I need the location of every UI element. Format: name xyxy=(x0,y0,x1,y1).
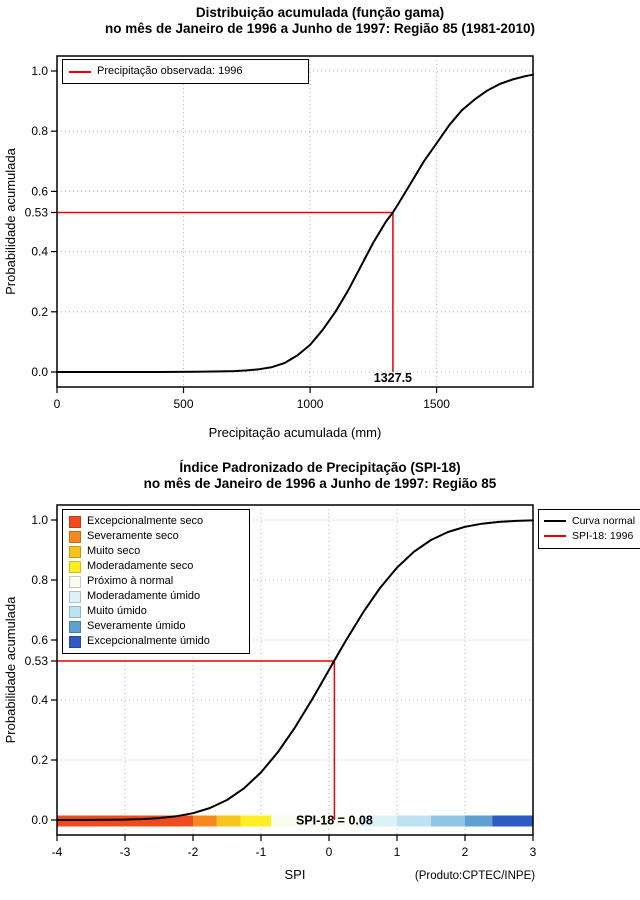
legend-label: Muito seco xyxy=(87,545,141,557)
legend-color-swatch xyxy=(69,590,81,603)
legend-entry: Excepcionalmente seco xyxy=(69,514,243,529)
chart1-subtitle: no mês de Janeiro de 1996 a Junho de 199… xyxy=(105,21,535,36)
y-tick-label: 0.2 xyxy=(31,753,48,767)
product-credit: (Produto:CPTEC/INPE) xyxy=(414,870,536,882)
observed-probability-label: 0.53 xyxy=(25,654,49,668)
legend-entry: SPI-18: 1996 xyxy=(544,529,640,544)
spi-colorbar-segment xyxy=(240,815,272,827)
x-axis-title: Precipitação acumulada (mm) xyxy=(209,425,382,440)
chart1-title: Distribuição acumulada (função gama) xyxy=(195,5,445,20)
legend-color-swatch xyxy=(69,635,81,648)
legend-label: SPI-18: 1996 xyxy=(572,530,634,542)
legend-entry: Muito úmido xyxy=(69,604,243,619)
chart2-title: Índice Padronizado de Precipitação (SPI-… xyxy=(179,460,461,475)
observed-value-annotation: 1327.5 xyxy=(374,371,412,385)
curve-legend: Curva normal SPI-18: 1996 xyxy=(538,509,640,549)
legend-entry: Moderadamente seco xyxy=(69,559,243,574)
legend-color-swatch xyxy=(69,515,81,528)
plot-border xyxy=(56,55,534,388)
legend-label: Moderadamente seco xyxy=(87,560,194,572)
cdf-curve xyxy=(56,519,534,821)
y-tick-label: 0.0 xyxy=(31,813,48,827)
legend-label: Precipitação observada: 1996 xyxy=(97,65,243,77)
legend-entry: Precipitação observada: 1996 xyxy=(69,64,302,79)
x-tick-label: 1 xyxy=(394,845,401,859)
y-tick-label: 0.8 xyxy=(31,573,48,587)
spi-colorbar-segment xyxy=(465,815,493,827)
cdf-curve xyxy=(56,73,534,373)
chart2-subtitle: no mês de Janeiro de 1996 a Junho de 199… xyxy=(143,476,497,491)
observed-probability-label: 0.53 xyxy=(25,206,49,220)
legend-label: Severamente seco xyxy=(87,530,179,542)
y-tick-label: 0.4 xyxy=(31,693,48,707)
legend-entry: Severamente úmido xyxy=(69,619,243,634)
y-tick-label: 0.4 xyxy=(31,245,48,259)
legend-entry: Severamente seco xyxy=(69,529,243,544)
legend-label: Próximo à normal xyxy=(87,575,174,587)
legend-entry: Próximo à normal xyxy=(69,574,243,589)
x-tick-label: -2 xyxy=(188,845,199,859)
legend-entry: Curva normal xyxy=(544,514,640,529)
gamma-cdf-plot: 0 500 1000 1500 0.0 0.2 0.4 0.6 0.8 1.0 0.53 1327.5… xyxy=(3,55,534,440)
spi-colorbar-segment xyxy=(271,815,360,827)
observed-precipitation-legend: Precipitação observada: 1996 xyxy=(62,59,309,84)
plot-border xyxy=(56,504,534,836)
x-tick-label: -3 xyxy=(120,845,131,859)
x-tick-label: 0 xyxy=(326,845,333,859)
x-tick-label: 0 xyxy=(54,397,61,411)
x-tick-label: -4 xyxy=(52,845,63,859)
spi-category-legend: Excepcionalmente seco Severamente seco Mui… xyxy=(62,509,250,654)
gamma-cdf-chart: Distribuição acumulada (função gama) no … xyxy=(3,5,535,440)
x-tick-label: 1000 xyxy=(297,397,324,411)
spi-colorbar-segment xyxy=(359,815,397,827)
legend-color-swatch xyxy=(69,620,81,633)
x-tick-label: 3 xyxy=(530,845,537,859)
y-tick-label: 0.2 xyxy=(31,305,48,319)
y-axis-title: Probabilidade acumulada xyxy=(3,147,18,294)
legend-label: Curva normal xyxy=(572,515,636,527)
observed-value-marker xyxy=(57,211,394,372)
spi-colorbar-segment xyxy=(193,815,217,827)
spi-cdf-chart: Índice Padronizado de Precipitação (SPI-… xyxy=(0,455,640,900)
legend-entry: Moderadamente úmido xyxy=(69,589,243,604)
legend-color-swatch xyxy=(69,545,81,558)
legend-color-swatch xyxy=(69,530,81,543)
spi-colorbar-segment xyxy=(492,815,533,827)
legend-line-sample xyxy=(544,535,566,537)
legend-line-sample xyxy=(69,70,91,73)
x-tick-label: 500 xyxy=(173,397,193,411)
legend-color-swatch xyxy=(69,575,81,588)
legend-line-sample xyxy=(544,520,566,522)
y-tick-label: 0.6 xyxy=(31,184,48,198)
legend-color-swatch xyxy=(69,605,81,618)
y-tick-label: 1.0 xyxy=(31,513,48,527)
y-tick-label: 1.0 xyxy=(31,64,48,78)
y-tick-label: 0.8 xyxy=(31,124,48,138)
spi-colorbar-segment xyxy=(431,815,465,827)
y-tick-label: 0.6 xyxy=(31,633,48,647)
x-tick-label: 2 xyxy=(462,845,469,859)
legend-label: Excepcionalmente seco xyxy=(87,515,204,527)
spi-colorbar-segment xyxy=(397,815,431,827)
spi-cdf-plot: -4 -3 -2 -1 0 1 2 3 0.0 0.2 0.4 0.6 0.8 1.0 0.53 SPI-18… xyxy=(3,504,537,882)
observed-value-marker xyxy=(57,660,336,820)
legend-entry: Muito seco xyxy=(69,544,243,559)
legend-label: Excepcionalmente úmido xyxy=(87,635,210,647)
legend-entry: Excepcionalmente úmido xyxy=(69,634,243,649)
x-axis-title: SPI xyxy=(285,867,306,882)
legend-color-swatch xyxy=(69,560,81,573)
y-axis-title: Probabilidade acumulada xyxy=(3,596,18,743)
spi-value-annotation: SPI-18 = 0.08 xyxy=(296,814,373,828)
legend-label: Moderadamente úmido xyxy=(87,590,201,602)
spi-colorbar-segment xyxy=(57,815,193,827)
spi-colorbar-segment xyxy=(216,815,241,827)
y-tick-label: 0.0 xyxy=(31,365,48,379)
x-tick-label: -1 xyxy=(256,845,267,859)
legend-label: Severamente úmido xyxy=(87,620,186,632)
legend-label: Muito úmido xyxy=(87,605,147,617)
x-tick-label: 1500 xyxy=(423,397,450,411)
